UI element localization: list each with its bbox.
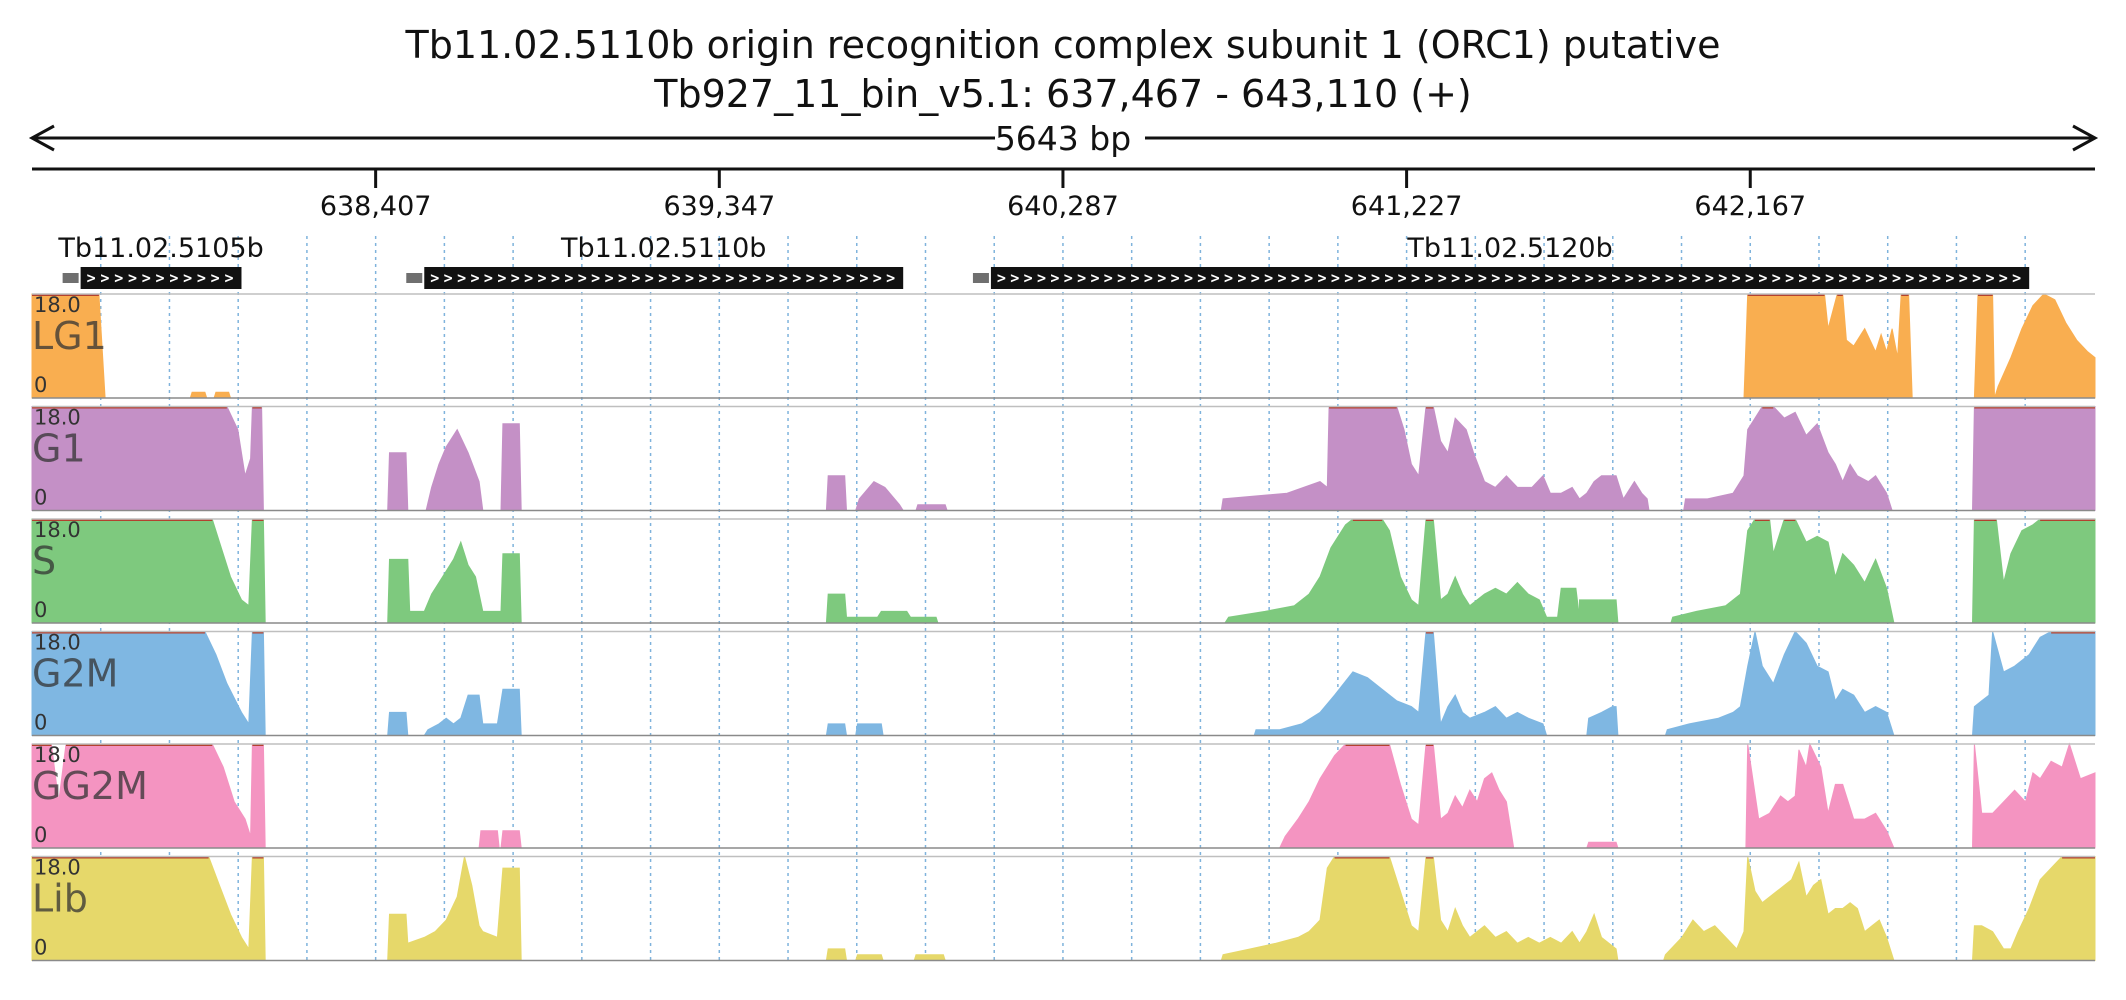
coverage-area bbox=[1253, 631, 1548, 736]
y-max-label: 18.0 bbox=[34, 293, 81, 317]
coverage-area bbox=[1743, 293, 1913, 399]
coverage-area bbox=[915, 504, 948, 511]
coverage-area bbox=[1971, 518, 2096, 624]
gene-strand-arrows: >>>>>>>>>>>>>>>>>>>>>>>>>>>>>>>>>>>>>>>>… bbox=[997, 269, 2021, 287]
x-axis-ticks: 638,407 639,347 640,287 641,227 642,167 bbox=[320, 169, 1806, 222]
coverage-area bbox=[825, 475, 848, 511]
coverage-area bbox=[1220, 856, 1619, 961]
gene-label-tb11-02-5120b: Tb11.02.5120b bbox=[1406, 233, 1612, 264]
gene-body-tb11-02-5110b bbox=[424, 267, 904, 289]
y-max-label: 18.0 bbox=[34, 856, 81, 880]
coverage-area bbox=[425, 428, 484, 511]
gene-annotation-track: Tb11.02.5105b >>>>>>>>>>> Tb11.02.5110b >>>… bbox=[57, 233, 2030, 289]
y-min-label: 0 bbox=[34, 936, 47, 960]
track-g1: 18.0 0 G1 bbox=[31, 406, 2096, 512]
coverage-area bbox=[387, 540, 522, 624]
track-label-lg1: LG1 bbox=[32, 314, 107, 358]
y-min-label: 0 bbox=[34, 823, 47, 847]
coverage-area bbox=[478, 830, 500, 849]
coverage-area bbox=[1586, 706, 1619, 736]
gene-utr-tb11-02-5105b bbox=[62, 273, 79, 283]
span-length-label: 5643 bp bbox=[995, 119, 1131, 158]
y-min-label: 0 bbox=[34, 373, 47, 397]
coverage-area bbox=[387, 711, 409, 736]
coverage-area bbox=[500, 830, 522, 849]
coverage-area bbox=[855, 480, 905, 511]
y-max-label: 18.0 bbox=[34, 518, 81, 542]
x-tick-label: 640,287 bbox=[1007, 191, 1119, 222]
coverage-area bbox=[1971, 631, 2096, 736]
coverage-area bbox=[825, 948, 848, 961]
track-label-lib: Lib bbox=[32, 877, 88, 921]
coverage-area bbox=[1223, 518, 1619, 624]
coverage-area bbox=[1664, 630, 1895, 736]
coverage-area bbox=[913, 954, 946, 961]
track-g2m: 18.0 0 G2M bbox=[31, 630, 2096, 737]
x-tick-label: 642,167 bbox=[1694, 191, 1806, 222]
track-gg2m: 18.0 0 GG2M bbox=[31, 742, 2096, 849]
coverage-area bbox=[1586, 841, 1619, 849]
coverage-area bbox=[1973, 293, 2096, 399]
track-s: 18.0 0 S bbox=[31, 518, 2096, 624]
coverage-tracks: 18.00LG118.00G118.00S18.00G2M18.00GG2M18… bbox=[31, 293, 2096, 962]
coverage-area bbox=[423, 688, 522, 736]
coverage-area bbox=[855, 723, 884, 736]
gene-utr-tb11-02-5110b bbox=[406, 273, 423, 283]
coverage-area bbox=[825, 723, 848, 736]
y-min-label: 0 bbox=[34, 598, 47, 622]
figure-title: Tb11.02.5110b origin recognition complex… bbox=[405, 23, 1721, 67]
gene-label-tb11-02-5110b: Tb11.02.5110b bbox=[560, 233, 766, 264]
track-lg1: 18.0 0 LG1 bbox=[31, 293, 2096, 399]
coverage-area bbox=[189, 391, 208, 399]
y-max-label: 18.0 bbox=[34, 631, 81, 655]
coverage-area bbox=[1278, 743, 1515, 849]
gene-label-tb11-02-5105b: Tb11.02.5105b bbox=[57, 233, 263, 264]
track-label-g1: G1 bbox=[32, 427, 86, 471]
coverage-area bbox=[855, 954, 884, 961]
coverage-area bbox=[1971, 742, 2096, 849]
coverage-area bbox=[1662, 856, 1895, 961]
gene-utr-tb11-02-5120b bbox=[972, 273, 989, 283]
gene-strand-arrows: >>>>>>>>>>>>>>>>>>>>>>>>>>>>>>>>>>> bbox=[430, 269, 895, 287]
coverage-area bbox=[1971, 856, 2096, 961]
coverage-area bbox=[213, 391, 232, 399]
coverage-area bbox=[387, 452, 409, 511]
coverage-area bbox=[1220, 406, 1650, 511]
track-label-s: S bbox=[32, 539, 56, 583]
coverage-area bbox=[825, 593, 939, 624]
coverage-area bbox=[1971, 406, 2096, 511]
y-max-label: 18.0 bbox=[34, 406, 81, 430]
y-max-label: 18.0 bbox=[34, 743, 81, 767]
x-tick-label: 639,347 bbox=[663, 191, 775, 222]
x-tick-label: 638,407 bbox=[320, 191, 432, 222]
track-label-gg2m: GG2M bbox=[32, 764, 148, 808]
coverage-area bbox=[387, 856, 522, 961]
gene-body-tb11-02-5105b bbox=[80, 267, 242, 289]
x-tick-label: 641,227 bbox=[1351, 191, 1463, 222]
y-min-label: 0 bbox=[34, 711, 47, 735]
coverage-area bbox=[1683, 406, 1893, 511]
track-lib: 18.0 0 Lib bbox=[31, 856, 2096, 962]
span-arrow: 5643 bp bbox=[28, 119, 2099, 158]
figure-subtitle-locus: Tb927_11_bin_v5.1: 637,467 - 643,110 (+) bbox=[653, 72, 1472, 116]
track-label-g2m: G2M bbox=[32, 652, 118, 696]
y-min-label: 0 bbox=[34, 486, 47, 510]
gene-body-tb11-02-5120b bbox=[990, 267, 2030, 289]
coverage-area bbox=[1745, 742, 1895, 849]
coverage-area bbox=[1670, 518, 1895, 624]
coverage-area bbox=[500, 423, 522, 511]
gene-strand-arrows: >>>>>>>>>>> bbox=[87, 269, 234, 287]
